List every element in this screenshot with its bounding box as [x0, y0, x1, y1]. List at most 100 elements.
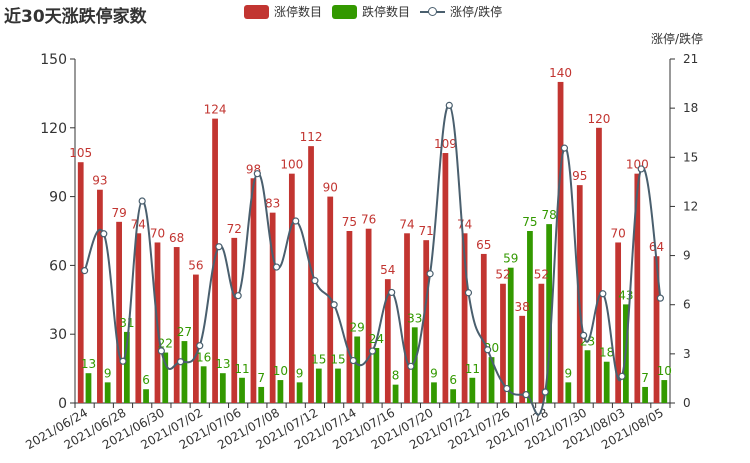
bar-limit-up: [173, 247, 180, 403]
y-right-tick-label: 15: [683, 150, 698, 164]
legend-swatch-limit-up: [244, 4, 269, 19]
bar-limit-up: [384, 279, 391, 403]
bar-limit-up: [461, 233, 468, 403]
data-label-limit-up: 68: [169, 231, 184, 245]
y-right-tick-label: 12: [683, 199, 698, 213]
bar-limit-up: [423, 240, 430, 403]
ratio-point: [196, 342, 204, 350]
ratio-point: [311, 277, 319, 285]
data-label-limit-up: 90: [323, 181, 338, 195]
y-right-tick-label: 9: [683, 249, 691, 263]
bar-limit-up: [634, 173, 641, 403]
bar-limit-down: [219, 373, 226, 403]
data-label-limit-up: 120: [587, 112, 610, 126]
data-label-limit-up: 65: [476, 238, 491, 252]
data-label-limit-down: 59: [503, 252, 518, 266]
bar-limit-up: [77, 162, 84, 403]
ratio-point: [80, 267, 89, 275]
data-label-limit-up: 70: [610, 226, 625, 240]
data-label-limit-down: 16: [196, 350, 211, 364]
data-label-limit-up: 95: [572, 169, 587, 183]
bar-limit-up: [442, 153, 449, 403]
y-left-tick-label: 30: [49, 327, 67, 343]
legend-label-limit-down: 跌停数目: [362, 5, 411, 19]
bar-limit-down: [296, 382, 303, 403]
data-label-limit-up: 54: [380, 263, 395, 277]
bar-limit-down: [354, 336, 361, 403]
ratio-point: [541, 388, 549, 396]
y-left-tick-label: 90: [49, 190, 67, 206]
data-label-limit-up: 71: [419, 224, 434, 238]
ratio-point: [407, 362, 415, 370]
data-label-limit-up: 70: [150, 226, 165, 240]
bar-limit-up: [615, 242, 622, 403]
data-label-limit-up: 74: [457, 217, 472, 231]
bar-limit-down: [123, 331, 130, 403]
data-label-limit-down: 7: [641, 371, 649, 385]
data-label-limit-down: 6: [449, 373, 457, 387]
data-label-limit-down: 75: [522, 215, 537, 229]
data-label-limit-up: 64: [649, 240, 664, 254]
ratio-point: [464, 289, 473, 297]
bar-limit-up: [365, 228, 372, 403]
bar-limit-down: [488, 357, 495, 403]
bar-limit-up: [193, 274, 199, 403]
bar-limit-down: [181, 341, 188, 403]
bar-limit-down: [546, 224, 552, 403]
bar-limit-down: [315, 368, 322, 403]
legend-swatch-limit-down: [332, 4, 358, 19]
bar-limit-up: [346, 231, 353, 403]
ratio-point: [618, 372, 626, 380]
data-label-limit-down: 15: [330, 353, 345, 367]
bar-limit-up: [500, 283, 506, 403]
ratio-point: [176, 358, 185, 366]
data-label-limit-up: 140: [549, 66, 572, 80]
bar-limit-down: [277, 380, 284, 403]
ratio-line: [83, 104, 662, 416]
bar-limit-down: [143, 389, 149, 403]
bar-limit-down: [258, 386, 265, 403]
data-label-limit-up: 75: [342, 215, 357, 229]
bar-limit-up: [596, 127, 602, 404]
ratio-point: [445, 101, 453, 109]
data-label-limit-down: 10: [657, 364, 672, 378]
y-axis-right-name: 涨停/跌停: [650, 32, 703, 46]
data-label-limit-down: 13: [81, 357, 96, 371]
bar-limit-up: [538, 283, 545, 403]
ratio-point: [388, 288, 396, 297]
bar-limit-down: [469, 377, 476, 403]
data-label-limit-up: 72: [227, 222, 242, 236]
data-label-limit-up: 74: [399, 217, 414, 231]
data-label-limit-down: 9: [430, 366, 438, 380]
bar-limit-down: [450, 389, 457, 403]
bar-limit-down: [527, 231, 533, 403]
bar-limit-down: [584, 350, 591, 403]
data-label-limit-down: 13: [215, 357, 230, 371]
ratio-point: [330, 301, 338, 309]
bar-limit-up: [308, 146, 314, 403]
y-right-tick-label: 0: [683, 396, 691, 410]
bar-limit-down: [200, 366, 207, 403]
legend-item-limit-down[interactable]: 跌停数目: [332, 3, 410, 20]
ratio-point: [426, 270, 434, 278]
legend-line-ratio: [420, 5, 446, 19]
bar-limit-up: [480, 253, 487, 403]
data-label-limit-up: 56: [188, 259, 203, 273]
data-label-limit-down: 10: [273, 364, 288, 378]
ratio-point: [368, 347, 377, 355]
data-label-limit-down: 7: [257, 371, 265, 385]
data-label-limit-down: 78: [541, 208, 556, 222]
data-label-limit-down: 31: [119, 316, 134, 330]
bar-limit-down: [411, 327, 418, 403]
legend-item-limit-up[interactable]: 涨停数目: [244, 3, 322, 20]
ratio-point: [560, 144, 569, 152]
legend-item-ratio[interactable]: 涨停/跌停: [420, 3, 502, 20]
ratio-point: [138, 197, 146, 205]
data-label-limit-down: 29: [350, 320, 365, 334]
bar-limit-down: [373, 347, 380, 403]
legend-label-limit-up: 涨停数目: [274, 5, 323, 19]
ratio-point: [656, 294, 665, 302]
data-label-limit-up: 38: [515, 300, 530, 314]
bar-limit-up: [288, 173, 295, 403]
